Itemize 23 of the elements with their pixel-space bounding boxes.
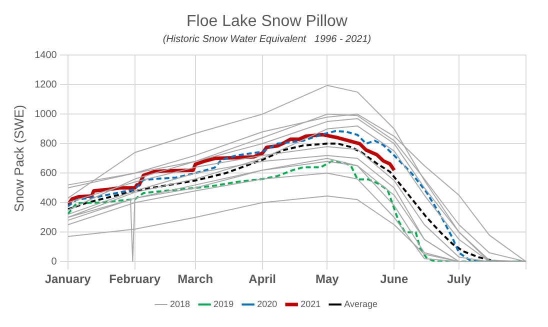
y-axis-title: Snow Pack (SWE) (11, 104, 26, 212)
y-tick-label: 400 (40, 197, 58, 208)
chart-subtitle: (Historic Snow Water Equivalent 1996 - 2021) (162, 34, 372, 45)
x-tick-label: March (178, 272, 214, 286)
y-tick-label: 800 (40, 138, 58, 150)
y-tick-label: 1400 (34, 50, 58, 61)
x-tick-label: July (447, 272, 472, 286)
legend-label: Average (344, 298, 378, 309)
legend-label: 2018 (170, 298, 190, 309)
y-tick-label: 1000 (34, 108, 58, 120)
y-tick-label: 1200 (34, 79, 58, 90)
x-tick-label: January (44, 272, 92, 286)
chart-title: Floe Lake Snow Pillow (186, 13, 348, 30)
y-tick-label: 200 (40, 226, 58, 238)
x-tick-label: April (248, 272, 276, 286)
x-tick-label: June (380, 272, 408, 286)
legend-label: 2021 (300, 298, 321, 309)
legend-label: 2020 (257, 298, 278, 309)
y-tick-label: 0 (51, 256, 58, 268)
legend-label: 2019 (214, 298, 234, 309)
x-tick-label: May (316, 272, 340, 286)
y-tick-label: 600 (40, 168, 58, 179)
x-tick-label: February (109, 272, 161, 286)
